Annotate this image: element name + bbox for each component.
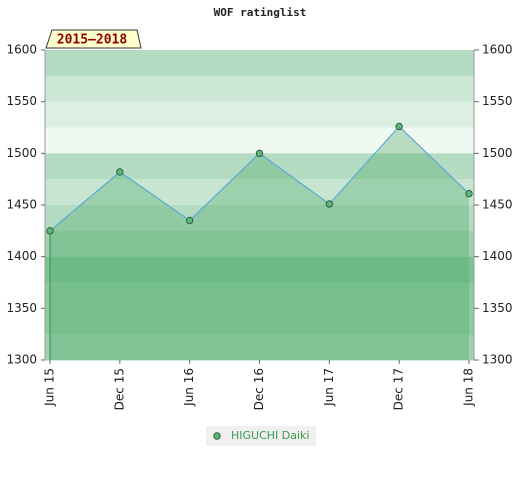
band [45, 127, 474, 154]
y-tick-label: 1500 [6, 146, 37, 160]
background-bands [45, 50, 474, 361]
y2-tick-label: 1500 [482, 146, 513, 160]
y2-tick-label: 1450 [482, 198, 513, 212]
point [465, 189, 473, 198]
band [45, 334, 474, 361]
band [45, 256, 474, 283]
x-tick-label: Jun 17 [322, 368, 336, 407]
legend-marker [213, 432, 221, 440]
legend-box [206, 426, 316, 446]
point [116, 168, 124, 176]
y-tick-label: 1550 [6, 94, 37, 108]
point [46, 227, 54, 235]
legend-text: HIGUCHI Daiki [231, 429, 309, 442]
x-tick-label: Dec 16 [252, 368, 266, 410]
band [45, 75, 474, 103]
band [45, 50, 474, 77]
y-tick-label: 1400 [6, 249, 37, 263]
y2-tick-label: 1350 [482, 301, 513, 315]
band [45, 230, 474, 258]
band [45, 308, 474, 335]
band [45, 101, 474, 128]
y2-tick-label: 1600 [482, 43, 513, 57]
point [255, 149, 264, 158]
x-tick-label: Dec 17 [392, 368, 406, 410]
badge-text: 2015–2018 [57, 33, 128, 48]
chart-title: WOF ratinglist [214, 6, 307, 19]
point [395, 122, 403, 131]
band [45, 205, 474, 232]
x-tick-label: Jun 18 [462, 368, 476, 407]
x-tick-label: Jun 15 [43, 368, 57, 407]
y-tick-label: 1350 [6, 301, 37, 315]
y-tick-label: 1600 [6, 43, 37, 57]
band [45, 282, 474, 309]
y2-tick-label: 1550 [482, 94, 513, 108]
x-tick-label: Jun 16 [182, 368, 196, 407]
band [45, 179, 474, 206]
badge-box [45, 29, 142, 49]
area [50, 126, 469, 360]
y-tick-label: 1450 [6, 198, 37, 212]
y-tick-label: 1300 [6, 353, 37, 367]
point [185, 216, 194, 225]
point [325, 200, 334, 208]
y2-tick-label: 1300 [482, 353, 513, 367]
y2-tick-label: 1400 [482, 249, 513, 263]
x-tick-label: Dec 15 [112, 368, 126, 410]
